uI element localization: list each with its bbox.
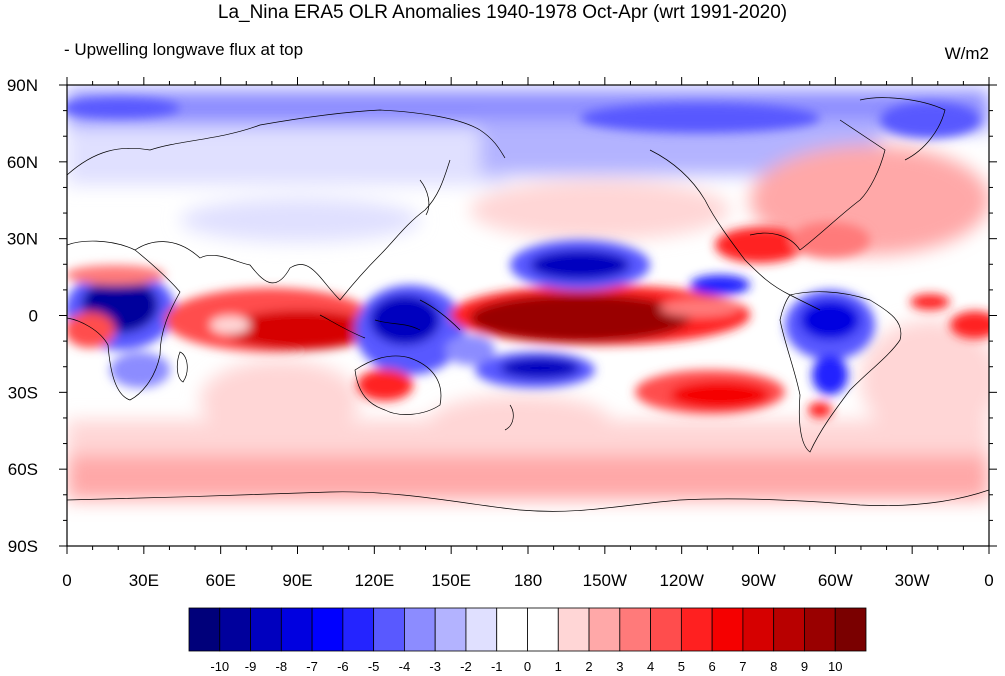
anomaly-field [67, 85, 989, 546]
colorbar-swatch [465, 607, 498, 652]
north-pacific-negative-core [530, 250, 630, 280]
colorbar-label: -2 [460, 659, 472, 674]
colorbar-swatch [434, 607, 467, 652]
map-title: La_Nina ERA5 OLR Anomalies 1940-1978 Oct… [217, 2, 788, 23]
lat-tick-label: 30N [7, 230, 38, 249]
lon-tick-label: 90E [282, 571, 312, 590]
colorbar-swatch [834, 607, 867, 652]
colorbar-swatch [680, 607, 713, 652]
colorbar-swatch [650, 607, 682, 652]
longitude-axis: 0 30E 60E 90E 120E 150E 180 150W 120W 90W 60W 30W 0 [62, 571, 993, 590]
latitude-axis: 90N 60N 30N 0 30S 60S 90S [7, 76, 38, 556]
colorbar-label: 5 [678, 659, 685, 674]
lon-tick-label: 30E [129, 571, 159, 590]
colorbar-label: 0 [524, 659, 531, 674]
south-america-negative-core [800, 300, 860, 340]
lat-tick-label: 60S [8, 460, 38, 479]
colorbar-labels: -10 -9 -8 -7 -6 -5 -4 -3 -2 -1 0 1 2 3 4 5 6 7 8 9 10 [210, 659, 842, 674]
lon-tick-label: 0 [62, 571, 71, 590]
colorbar-label: 6 [709, 659, 716, 674]
colorbar-label: -7 [306, 659, 318, 674]
lon-tick-label: 120E [354, 571, 394, 590]
colorbar-swatch [804, 607, 836, 652]
colorbar-swatch [250, 607, 282, 652]
south-pacific-negative-core [500, 357, 580, 379]
lon-tick-label: 150E [431, 571, 471, 590]
colorbar-swatch [280, 607, 313, 652]
lon-tick-label: 60W [818, 571, 853, 590]
colorbar-swatch [219, 607, 251, 652]
colorbar-swatch [619, 607, 651, 652]
axis-ticks [59, 77, 997, 554]
colorbar-swatch [773, 607, 805, 652]
lon-tick-label: 180 [514, 571, 542, 590]
colorbar-swatch [711, 607, 744, 652]
colorbar-label: 4 [647, 659, 654, 674]
lon-tick-label: 30W [895, 571, 930, 590]
colorbar-swatch [527, 607, 559, 652]
colorbar-label: 2 [585, 659, 592, 674]
colorbar-label: -6 [337, 659, 349, 674]
map-subtitle: - Upwelling longwave flux at top [64, 40, 304, 59]
lat-tick-label: 90S [8, 537, 38, 556]
colorbar-swatch [342, 607, 375, 652]
colorbar-label: 3 [616, 659, 623, 674]
colorbar-swatch [496, 607, 528, 652]
maritime-negative-core [370, 295, 440, 345]
lon-tick-label: 120W [659, 571, 703, 590]
colorbar-swatch [373, 607, 405, 652]
colorbar-label: -8 [276, 659, 288, 674]
colorbar-label: 7 [739, 659, 746, 674]
coastlines [67, 97, 989, 512]
southeast-pacific-positive-core [670, 381, 770, 409]
lon-tick-label: 0 [984, 571, 993, 590]
colorbar-label: 8 [770, 659, 777, 674]
colorbar-swatch [311, 607, 344, 652]
gulf-positive-core [715, 227, 805, 263]
lon-tick-label: 90W [741, 571, 776, 590]
colorbar-label: -3 [429, 659, 441, 674]
lon-tick-label: 150W [583, 571, 627, 590]
lat-tick-label: 60N [7, 153, 38, 172]
colorbar-label: -4 [399, 659, 411, 674]
colorbar-label: 1 [555, 659, 562, 674]
colorbar-swatch [588, 607, 621, 652]
lon-tick-label: 60E [206, 571, 236, 590]
lat-tick-label: 30S [8, 383, 38, 402]
colorbar-label: -1 [491, 659, 503, 674]
colorbar-label: -10 [210, 659, 229, 674]
lat-tick-label: 90N [7, 76, 38, 95]
colorbar-swatch [404, 607, 436, 652]
units-label: W/m2 [944, 44, 989, 63]
indian-ocean-positive-core [225, 310, 375, 350]
lat-tick-label: 0 [29, 307, 38, 326]
colorbar-swatch [742, 607, 775, 652]
colorbar-swatch [557, 607, 590, 652]
colorbar-label: 10 [828, 659, 842, 674]
colorbar-label: -5 [368, 659, 380, 674]
colorbar-label: -9 [245, 659, 257, 674]
colorbar-label: 9 [801, 659, 808, 674]
colorbar [188, 607, 867, 652]
central-pacific-positive-core [470, 294, 690, 342]
colorbar-swatch [188, 607, 221, 652]
